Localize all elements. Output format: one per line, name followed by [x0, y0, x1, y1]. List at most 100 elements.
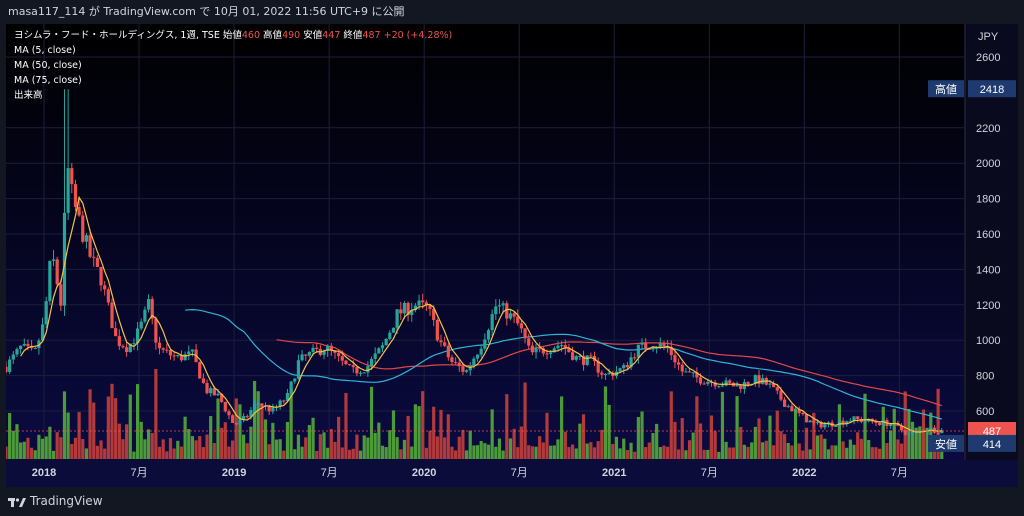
candle-body	[530, 345, 534, 353]
candle-body	[231, 415, 235, 424]
candle-body	[223, 401, 227, 412]
volume-bar	[66, 412, 70, 459]
candle-body	[110, 302, 114, 329]
volume-bar	[296, 434, 301, 459]
marker-value-box	[968, 422, 1016, 440]
marker-value: 414	[983, 439, 1001, 451]
volume-bar	[808, 449, 812, 459]
candle-body	[187, 351, 191, 355]
close-value: 487	[362, 30, 381, 41]
candle-body	[315, 347, 319, 349]
volume-bar	[706, 449, 710, 459]
volume-bar	[541, 442, 545, 459]
candle-body	[168, 350, 173, 356]
volume-bar	[201, 447, 205, 459]
volume-bar	[640, 411, 644, 459]
candle-body	[125, 347, 129, 352]
candle-body	[691, 372, 695, 374]
volume-bar	[103, 448, 107, 459]
open-value: 460	[241, 30, 261, 41]
open-label: 始値	[222, 30, 242, 41]
volume-bar	[333, 441, 337, 459]
candle-body	[585, 355, 589, 365]
candle-body	[212, 388, 216, 396]
volume-bar	[95, 445, 99, 459]
volume-bar	[563, 431, 567, 459]
chart-area[interactable]: JPY 2600 2200 2000 1800 1600 1400 1200 1000 800 60…	[6, 24, 1018, 487]
ma75-legend[interactable]: MA (75, close)	[14, 75, 82, 86]
volume-bar	[804, 427, 809, 459]
volume-bar	[55, 432, 59, 459]
candle-body	[468, 365, 472, 371]
candle-body	[680, 364, 684, 372]
candle-body	[143, 309, 147, 322]
ma5-legend[interactable]: MA (5, close)	[14, 45, 76, 56]
volume-bar	[311, 417, 315, 459]
volume-bar	[560, 396, 564, 459]
candle-body	[899, 425, 904, 431]
volume-bar	[819, 434, 823, 459]
volume-bar	[750, 442, 754, 459]
candle-body	[377, 348, 381, 354]
volume-bar	[549, 445, 553, 459]
volume-bar	[315, 450, 319, 459]
volume-bar	[475, 445, 480, 459]
candle-body	[176, 354, 180, 356]
volume-bar	[150, 433, 154, 459]
candle-body	[439, 340, 443, 343]
volume-bar	[666, 446, 670, 459]
volume-bar	[826, 449, 831, 459]
candle-body	[59, 284, 63, 306]
volume-bar	[779, 431, 783, 459]
footer-bar: TradingView	[0, 487, 1024, 516]
candle-body	[73, 184, 78, 207]
volume-bar	[468, 430, 472, 459]
high-value: 490	[282, 30, 301, 41]
symbol-row[interactable]: ヨシムラ・フード・ホールディングス, 1週, TSE 始値460 高値490 安…	[14, 28, 452, 43]
volume-bar	[157, 446, 162, 459]
candle-body	[793, 409, 798, 412]
volume-bar	[388, 430, 392, 459]
volume-bar	[724, 441, 728, 459]
candle-body	[720, 385, 725, 387]
tradingview-icon	[8, 497, 26, 507]
candle-body	[662, 343, 666, 346]
candle-body	[684, 371, 688, 373]
change-value: +20 (+4.28%)	[383, 30, 453, 41]
candle-body	[717, 386, 721, 388]
price-chart[interactable]: JPY 2600 2200 2000 1800 1600 1400 1200 1000 800 60…	[6, 24, 1018, 487]
candle-body	[51, 259, 56, 261]
candle-body	[622, 365, 626, 369]
candle-body	[772, 383, 776, 388]
volume-bar	[625, 450, 630, 459]
candle-body	[910, 431, 915, 434]
candle-body	[165, 349, 169, 351]
volume-bar	[538, 436, 542, 459]
tradingview-logo[interactable]: TradingView	[8, 494, 103, 508]
y-tick-label: 2000	[976, 158, 1000, 170]
volume-bar	[146, 429, 151, 459]
candle-body	[534, 348, 538, 353]
marker-label-box	[928, 80, 964, 98]
volume-bar	[51, 450, 56, 459]
volume-bar	[607, 404, 611, 459]
candle-body	[607, 372, 611, 375]
candle-body	[351, 365, 355, 368]
volume-bar	[856, 432, 860, 459]
candle-body	[695, 372, 699, 378]
candle-body	[804, 414, 809, 423]
x-tick-label: 7月	[130, 467, 147, 479]
volume-bar	[870, 447, 874, 459]
ma50-legend[interactable]: MA (50, close)	[14, 60, 82, 71]
candle-body	[380, 345, 385, 349]
volume-bar	[307, 424, 311, 459]
volume-bar	[483, 443, 487, 459]
volume-bar	[702, 449, 706, 459]
volume-legend[interactable]: 出来高	[14, 90, 43, 101]
candle-body	[516, 316, 520, 324]
volume-bar	[37, 434, 41, 459]
volume-bar	[815, 435, 820, 459]
volume-bar	[326, 447, 330, 459]
low-value: 447	[322, 30, 341, 41]
volume-bar	[717, 451, 721, 459]
